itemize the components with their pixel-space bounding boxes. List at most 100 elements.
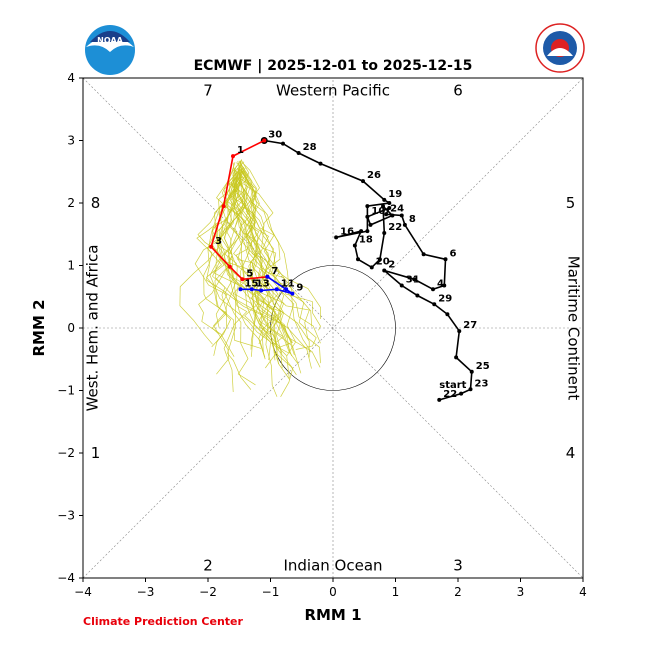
data-point (415, 293, 420, 298)
data-point (369, 265, 374, 270)
phase-number: 4 (566, 444, 576, 462)
region-label-top: Western Pacific (276, 82, 390, 100)
data-point (432, 302, 437, 307)
data-point (281, 141, 285, 146)
day-label: 20 (376, 256, 390, 267)
data-point (265, 274, 270, 279)
day-label: 30 (268, 130, 282, 141)
data-point (365, 214, 370, 219)
phase-number: 2 (203, 557, 213, 575)
data-point (259, 288, 264, 293)
day-label: 22 (443, 389, 457, 400)
data-point (274, 287, 279, 292)
data-point (296, 151, 301, 155)
data-point (421, 252, 426, 257)
data-point (290, 291, 295, 296)
data-point (382, 231, 387, 235)
data-point (387, 206, 392, 210)
day-label: 9 (296, 283, 303, 294)
data-point (384, 212, 389, 217)
data-point (240, 277, 245, 282)
day-label: 23 (475, 378, 489, 389)
x-tick-label: 2 (454, 585, 462, 599)
region-label-bottom: Indian Ocean (283, 557, 382, 575)
y-tick-label: 0 (67, 321, 75, 335)
day-label: 11 (281, 278, 295, 289)
region-label-right: Maritime Continent (565, 256, 583, 401)
data-point (457, 329, 462, 334)
ensemble-member-line (211, 177, 278, 353)
day-label: 15 (245, 278, 259, 289)
ensemble-member-line (228, 162, 282, 369)
ensemble-member-line (240, 168, 287, 357)
data-point (365, 229, 370, 234)
phase-number: 8 (91, 194, 101, 212)
data-point (437, 397, 442, 402)
footer-credit: Climate Prediction Center (83, 615, 243, 628)
data-point (399, 213, 404, 218)
day-label: 4 (437, 278, 444, 289)
nws-logo (535, 23, 585, 73)
day-label: 26 (367, 170, 381, 181)
day-label: 25 (476, 361, 490, 372)
data-point (377, 257, 382, 262)
data-point (238, 287, 243, 292)
day-label: 10 (371, 206, 385, 217)
ensemble-member-line (242, 172, 284, 364)
day-label: 19 (388, 189, 402, 200)
day-label: 3 (215, 236, 222, 247)
phase-number: 3 (453, 557, 463, 575)
ensemble-member-line (219, 175, 252, 390)
ensemble-member-line (206, 168, 234, 348)
data-point (382, 197, 387, 202)
day-label: 7 (271, 266, 278, 277)
svg-text:NOAA: NOAA (97, 36, 123, 45)
data-point (262, 138, 267, 143)
y-tick-label: −3 (57, 509, 75, 523)
phase-number: 5 (566, 194, 576, 212)
ensemble-member-line (243, 171, 321, 364)
y-tick-label: −2 (57, 446, 75, 460)
x-tick-label: −2 (199, 585, 217, 599)
data-point (227, 264, 232, 269)
day-label: 13 (256, 278, 270, 289)
data-point (221, 204, 226, 209)
ensemble-member-line (234, 168, 293, 354)
x-tick-label: −4 (74, 585, 92, 599)
data-point (387, 201, 392, 205)
region-label-left: West. Hem. and Africa (83, 245, 101, 412)
data-point (382, 268, 387, 273)
phase-number: 1 (91, 444, 101, 462)
data-point (209, 244, 214, 249)
ensemble-member-line (224, 170, 256, 386)
x-tick-label: 1 (392, 585, 400, 599)
data-point (368, 222, 373, 227)
ensemble-member-line (230, 164, 313, 327)
y-tick-label: 3 (67, 134, 75, 148)
day-label: 27 (463, 320, 477, 331)
data-point (318, 161, 323, 166)
data-point (352, 243, 357, 248)
y-axis-title: RMM 2 (30, 299, 48, 356)
day-label: 24 (390, 203, 404, 214)
day-label: 5 (246, 268, 253, 279)
data-point (442, 283, 447, 288)
data-point (361, 179, 365, 184)
data-point (454, 355, 459, 360)
data-point (356, 257, 360, 262)
ensemble-member-line (233, 161, 321, 319)
data-point (249, 287, 254, 292)
data-point (399, 283, 404, 288)
data-point (231, 154, 235, 159)
x-tick-label: 3 (517, 585, 525, 599)
y-tick-label: 1 (67, 259, 75, 273)
data-point (445, 312, 450, 317)
data-point (334, 235, 339, 240)
plot-area: 2223252729312468241022201816192628301357… (57, 71, 587, 599)
day-label: 29 (438, 293, 452, 304)
data-point (412, 277, 417, 282)
x-axis-title: RMM 1 (304, 606, 361, 624)
ensemble-member-line (228, 168, 279, 351)
data-point (359, 229, 364, 234)
